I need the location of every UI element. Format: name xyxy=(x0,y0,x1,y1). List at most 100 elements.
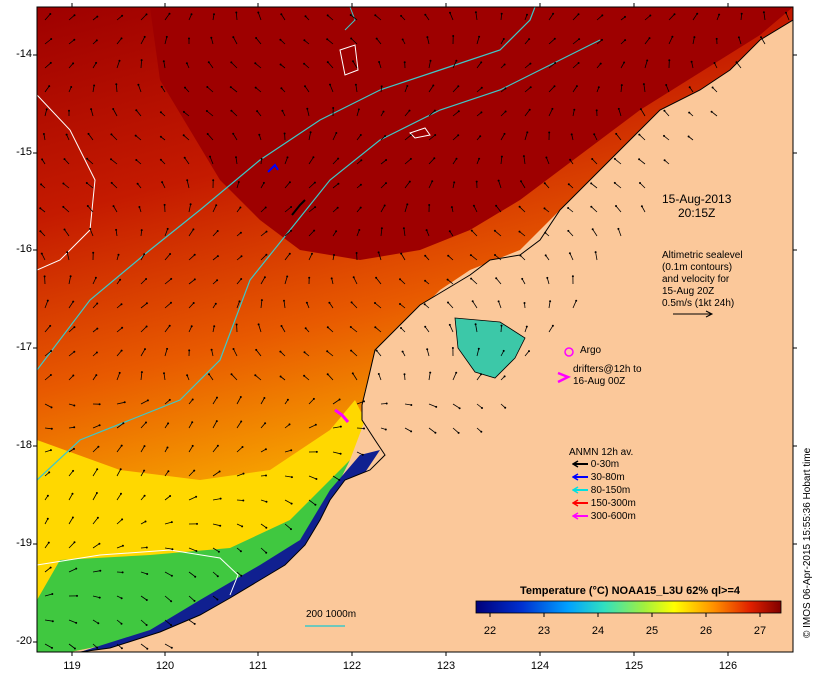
velocity-arrow-head xyxy=(265,448,267,450)
lat-label: -14 xyxy=(4,48,32,60)
velocity-arrow-head xyxy=(356,252,358,254)
velocity-arrow-head xyxy=(281,110,283,112)
velocity-arrow-head xyxy=(374,302,376,304)
velocity-arrow-head xyxy=(72,375,74,377)
velocity-arrow-head xyxy=(304,85,306,87)
velocity-arrow-head xyxy=(217,445,219,447)
velocity-arrow-head xyxy=(87,205,89,207)
velocity-arrow-head xyxy=(280,376,282,378)
velocity-arrow-head xyxy=(455,60,457,62)
velocity-arrow-head xyxy=(526,131,528,133)
velocity-arrow-head xyxy=(70,86,72,88)
velocity-arrow-head xyxy=(551,108,553,110)
velocity-arrow-head xyxy=(280,87,282,89)
velocity-arrow-head xyxy=(258,323,260,325)
velocity-arrow-head xyxy=(519,231,521,233)
velocity-arrow-head xyxy=(167,422,169,424)
velocity-arrow-head xyxy=(736,61,738,63)
velocity-arrow-head xyxy=(459,407,461,409)
velocity-arrow-head xyxy=(504,375,506,377)
velocity-arrow-head xyxy=(498,180,500,182)
velocity-arrow-head xyxy=(503,38,505,40)
velocity-arrow-head xyxy=(146,302,148,304)
velocity-arrow-head xyxy=(504,407,506,409)
anmn-legend-label: 150-300m xyxy=(591,498,636,509)
velocity-arrow-head xyxy=(428,204,430,206)
velocity-arrow-head xyxy=(350,326,352,328)
lon-label: 124 xyxy=(520,660,560,672)
velocity-arrow-head xyxy=(546,277,548,279)
velocity-arrow-head xyxy=(545,157,547,159)
velocity-arrow-head xyxy=(265,552,267,554)
velocity-arrow-head xyxy=(480,373,482,375)
velocity-arrow-head xyxy=(208,61,210,63)
velocity-arrow-head xyxy=(241,255,243,257)
velocity-arrow-head xyxy=(456,158,458,160)
velocity-arrow-head xyxy=(52,620,54,622)
velocity-arrow-head xyxy=(452,347,454,349)
velocity-arrow-head xyxy=(47,300,49,302)
velocity-arrow-head xyxy=(231,373,233,375)
velocity-arrow-head xyxy=(170,302,172,304)
velocity-arrow-head xyxy=(90,108,92,110)
velocity-arrow-head xyxy=(567,207,569,209)
velocity-arrow-head xyxy=(215,204,217,206)
velocity-arrow-head xyxy=(232,36,234,38)
velocity-arrow-head xyxy=(49,325,51,327)
velocity-arrow-head xyxy=(284,133,286,135)
velocity-arrow-head xyxy=(161,86,163,88)
velocity-arrow-head xyxy=(358,108,360,110)
velocity-arrow-head xyxy=(452,35,454,37)
velocity-arrow-head xyxy=(141,59,143,61)
velocity-arrow-head xyxy=(363,400,365,402)
velocity-arrow-head xyxy=(96,492,98,494)
velocity-arrow-head xyxy=(688,112,690,114)
velocity-arrow-head xyxy=(51,406,53,408)
colorbar-tick-label: 22 xyxy=(475,625,505,637)
velocity-arrow-head xyxy=(95,277,97,279)
velocity-arrow-head xyxy=(230,86,232,88)
velocity-arrow-head xyxy=(351,301,353,303)
velocity-arrow-head xyxy=(447,302,449,304)
velocity-arrow-head xyxy=(188,349,190,351)
velocity-arrow-head xyxy=(571,133,573,135)
velocity-arrow-head xyxy=(495,205,497,207)
velocity-arrow-head xyxy=(240,396,242,398)
velocity-arrow-head xyxy=(409,181,411,183)
velocity-arrow-head xyxy=(207,133,209,135)
velocity-arrow-head xyxy=(137,84,139,86)
velocity-arrow-head xyxy=(160,111,162,113)
velocity-arrow-head xyxy=(50,449,52,451)
velocity-arrow-head xyxy=(643,83,645,85)
velocity-arrow-head xyxy=(39,207,41,209)
velocity-arrow-head xyxy=(40,183,42,185)
velocity-arrow-head xyxy=(384,135,386,137)
velocity-arrow-head xyxy=(110,158,112,160)
velocity-arrow-head xyxy=(480,431,482,433)
velocity-arrow-head xyxy=(480,111,482,113)
velocity-arrow-head xyxy=(313,230,315,232)
velocity-arrow-head xyxy=(66,134,68,136)
velocity-arrow-head xyxy=(167,228,169,230)
velocity-arrow-head xyxy=(46,108,48,110)
velocity-arrow-head xyxy=(236,324,238,326)
velocity-arrow-head xyxy=(640,108,642,110)
velocity-arrow-head xyxy=(264,422,266,424)
velocity-arrow-head xyxy=(111,182,113,184)
velocity-arrow-head xyxy=(230,61,232,63)
velocity-arrow-head xyxy=(426,348,428,350)
velocity-arrow-head xyxy=(48,542,50,544)
velocity-arrow-head xyxy=(256,110,258,112)
colorbar-tick-label: 23 xyxy=(529,625,559,637)
velocity-arrow-head xyxy=(242,500,244,502)
velocity-arrow-head xyxy=(435,406,437,408)
velocity-arrow-head xyxy=(122,571,124,573)
velocity-arrow-head xyxy=(363,428,365,430)
velocity-arrow-head xyxy=(406,203,408,205)
velocity-arrow-head xyxy=(192,399,194,401)
velocity-arrow-head xyxy=(184,157,186,159)
velocity-arrow-head xyxy=(290,206,292,208)
velocity-arrow-head xyxy=(333,254,335,256)
lon-label: 122 xyxy=(332,660,372,672)
velocity-arrow-head xyxy=(519,255,521,257)
